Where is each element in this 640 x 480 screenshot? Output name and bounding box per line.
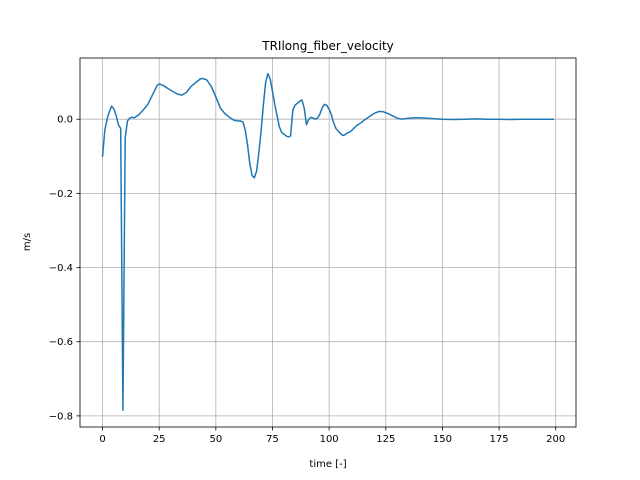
x-tick-label: 25 — [153, 434, 166, 445]
chart-title: TRIlong_fiber_velocity — [261, 39, 394, 53]
series-group — [101, 72, 555, 412]
y-tick-label: 0.0 — [57, 115, 73, 126]
x-tick-label: 0 — [99, 434, 105, 445]
series-line — [101, 72, 555, 412]
x-axis: 0 25 50 75 100 125 150 175 200 — [99, 427, 565, 445]
x-tick-label: 175 — [490, 434, 509, 445]
y-tick-label: −0.6 — [49, 337, 73, 348]
x-tick-label: 50 — [209, 434, 222, 445]
y-tick-label: −0.4 — [49, 263, 73, 274]
x-tick-label: 75 — [266, 434, 279, 445]
y-axis-label: m/s — [22, 233, 33, 251]
x-tick-label: 125 — [376, 434, 395, 445]
x-tick-label: 100 — [320, 434, 339, 445]
y-axis: −0.8 −0.6 −0.4 −0.2 0.0 — [49, 115, 80, 422]
plot-frame — [79, 57, 577, 428]
y-tick-label: −0.2 — [49, 189, 73, 200]
y-tick-label: −0.8 — [49, 411, 73, 422]
x-tick-label: 150 — [433, 434, 452, 445]
x-axis-label: time [-] — [309, 459, 346, 470]
x-tick-label: 200 — [546, 434, 565, 445]
